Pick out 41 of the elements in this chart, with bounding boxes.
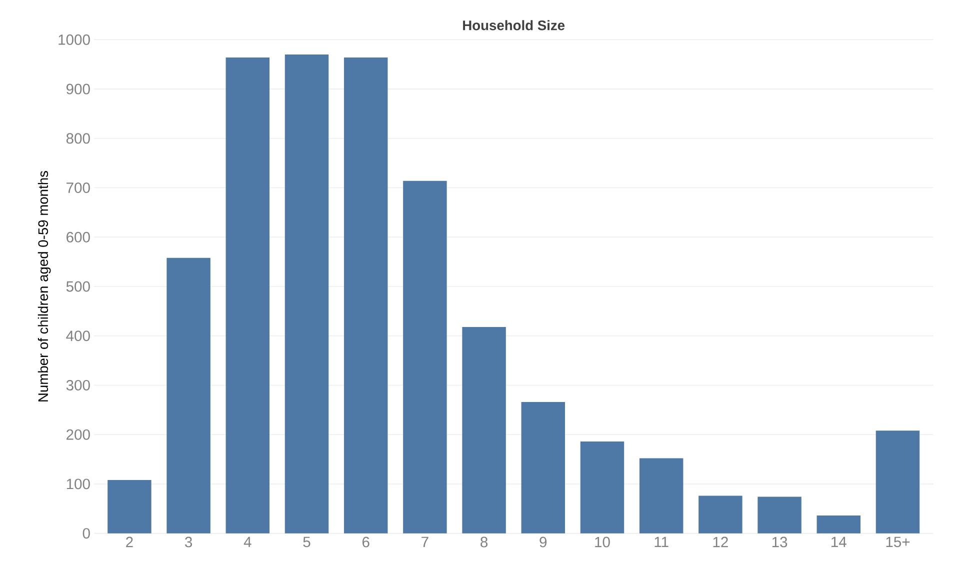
y-tick-label: 400 <box>66 330 90 342</box>
x-tick-label: 9 <box>540 536 547 548</box>
x-tick-label: 3 <box>184 536 192 548</box>
x-tick-label: 7 <box>422 536 428 548</box>
x-tick-label: 10 <box>595 536 610 548</box>
bar <box>403 180 447 534</box>
x-tick-label: 5 <box>303 536 310 548</box>
y-tick-label: 1000 <box>58 34 90 45</box>
y-axis-title: Number of children aged 0-59 months <box>38 171 51 402</box>
x-tick-label: 14 <box>832 536 846 548</box>
bar <box>521 402 566 534</box>
bar <box>344 57 388 534</box>
x-tick-label: 2 <box>126 536 133 548</box>
bar <box>284 54 329 534</box>
x-tick-label: 11 <box>654 536 668 548</box>
y-tick-label: 500 <box>66 281 90 292</box>
y-tick-label: 0 <box>82 528 90 539</box>
x-tick-label: 12 <box>713 536 728 548</box>
y-tick-label: 600 <box>66 232 90 242</box>
y-tick-label: 200 <box>66 429 90 440</box>
bar <box>876 430 920 534</box>
bar <box>108 480 152 534</box>
y-tick-label: 100 <box>66 478 90 490</box>
x-tick-label: 15+ <box>886 536 910 548</box>
y-tick-label: 900 <box>66 84 90 94</box>
y-tick-label: 800 <box>66 133 90 144</box>
x-tick-label: 8 <box>480 536 488 548</box>
bar <box>462 326 506 534</box>
bar <box>758 496 802 534</box>
x-tick-label: 4 <box>244 536 252 548</box>
y-tick-label: 300 <box>66 380 90 390</box>
bar <box>226 57 270 534</box>
bar <box>166 258 210 534</box>
chart-title: Household Size <box>463 20 565 30</box>
y-tick-label: 700 <box>66 182 90 194</box>
x-tick-label: 6 <box>362 536 370 548</box>
bar <box>580 442 624 534</box>
x-tick-label: 13 <box>772 536 788 548</box>
bar <box>639 458 684 534</box>
bar <box>698 496 742 534</box>
bar <box>816 516 860 534</box>
